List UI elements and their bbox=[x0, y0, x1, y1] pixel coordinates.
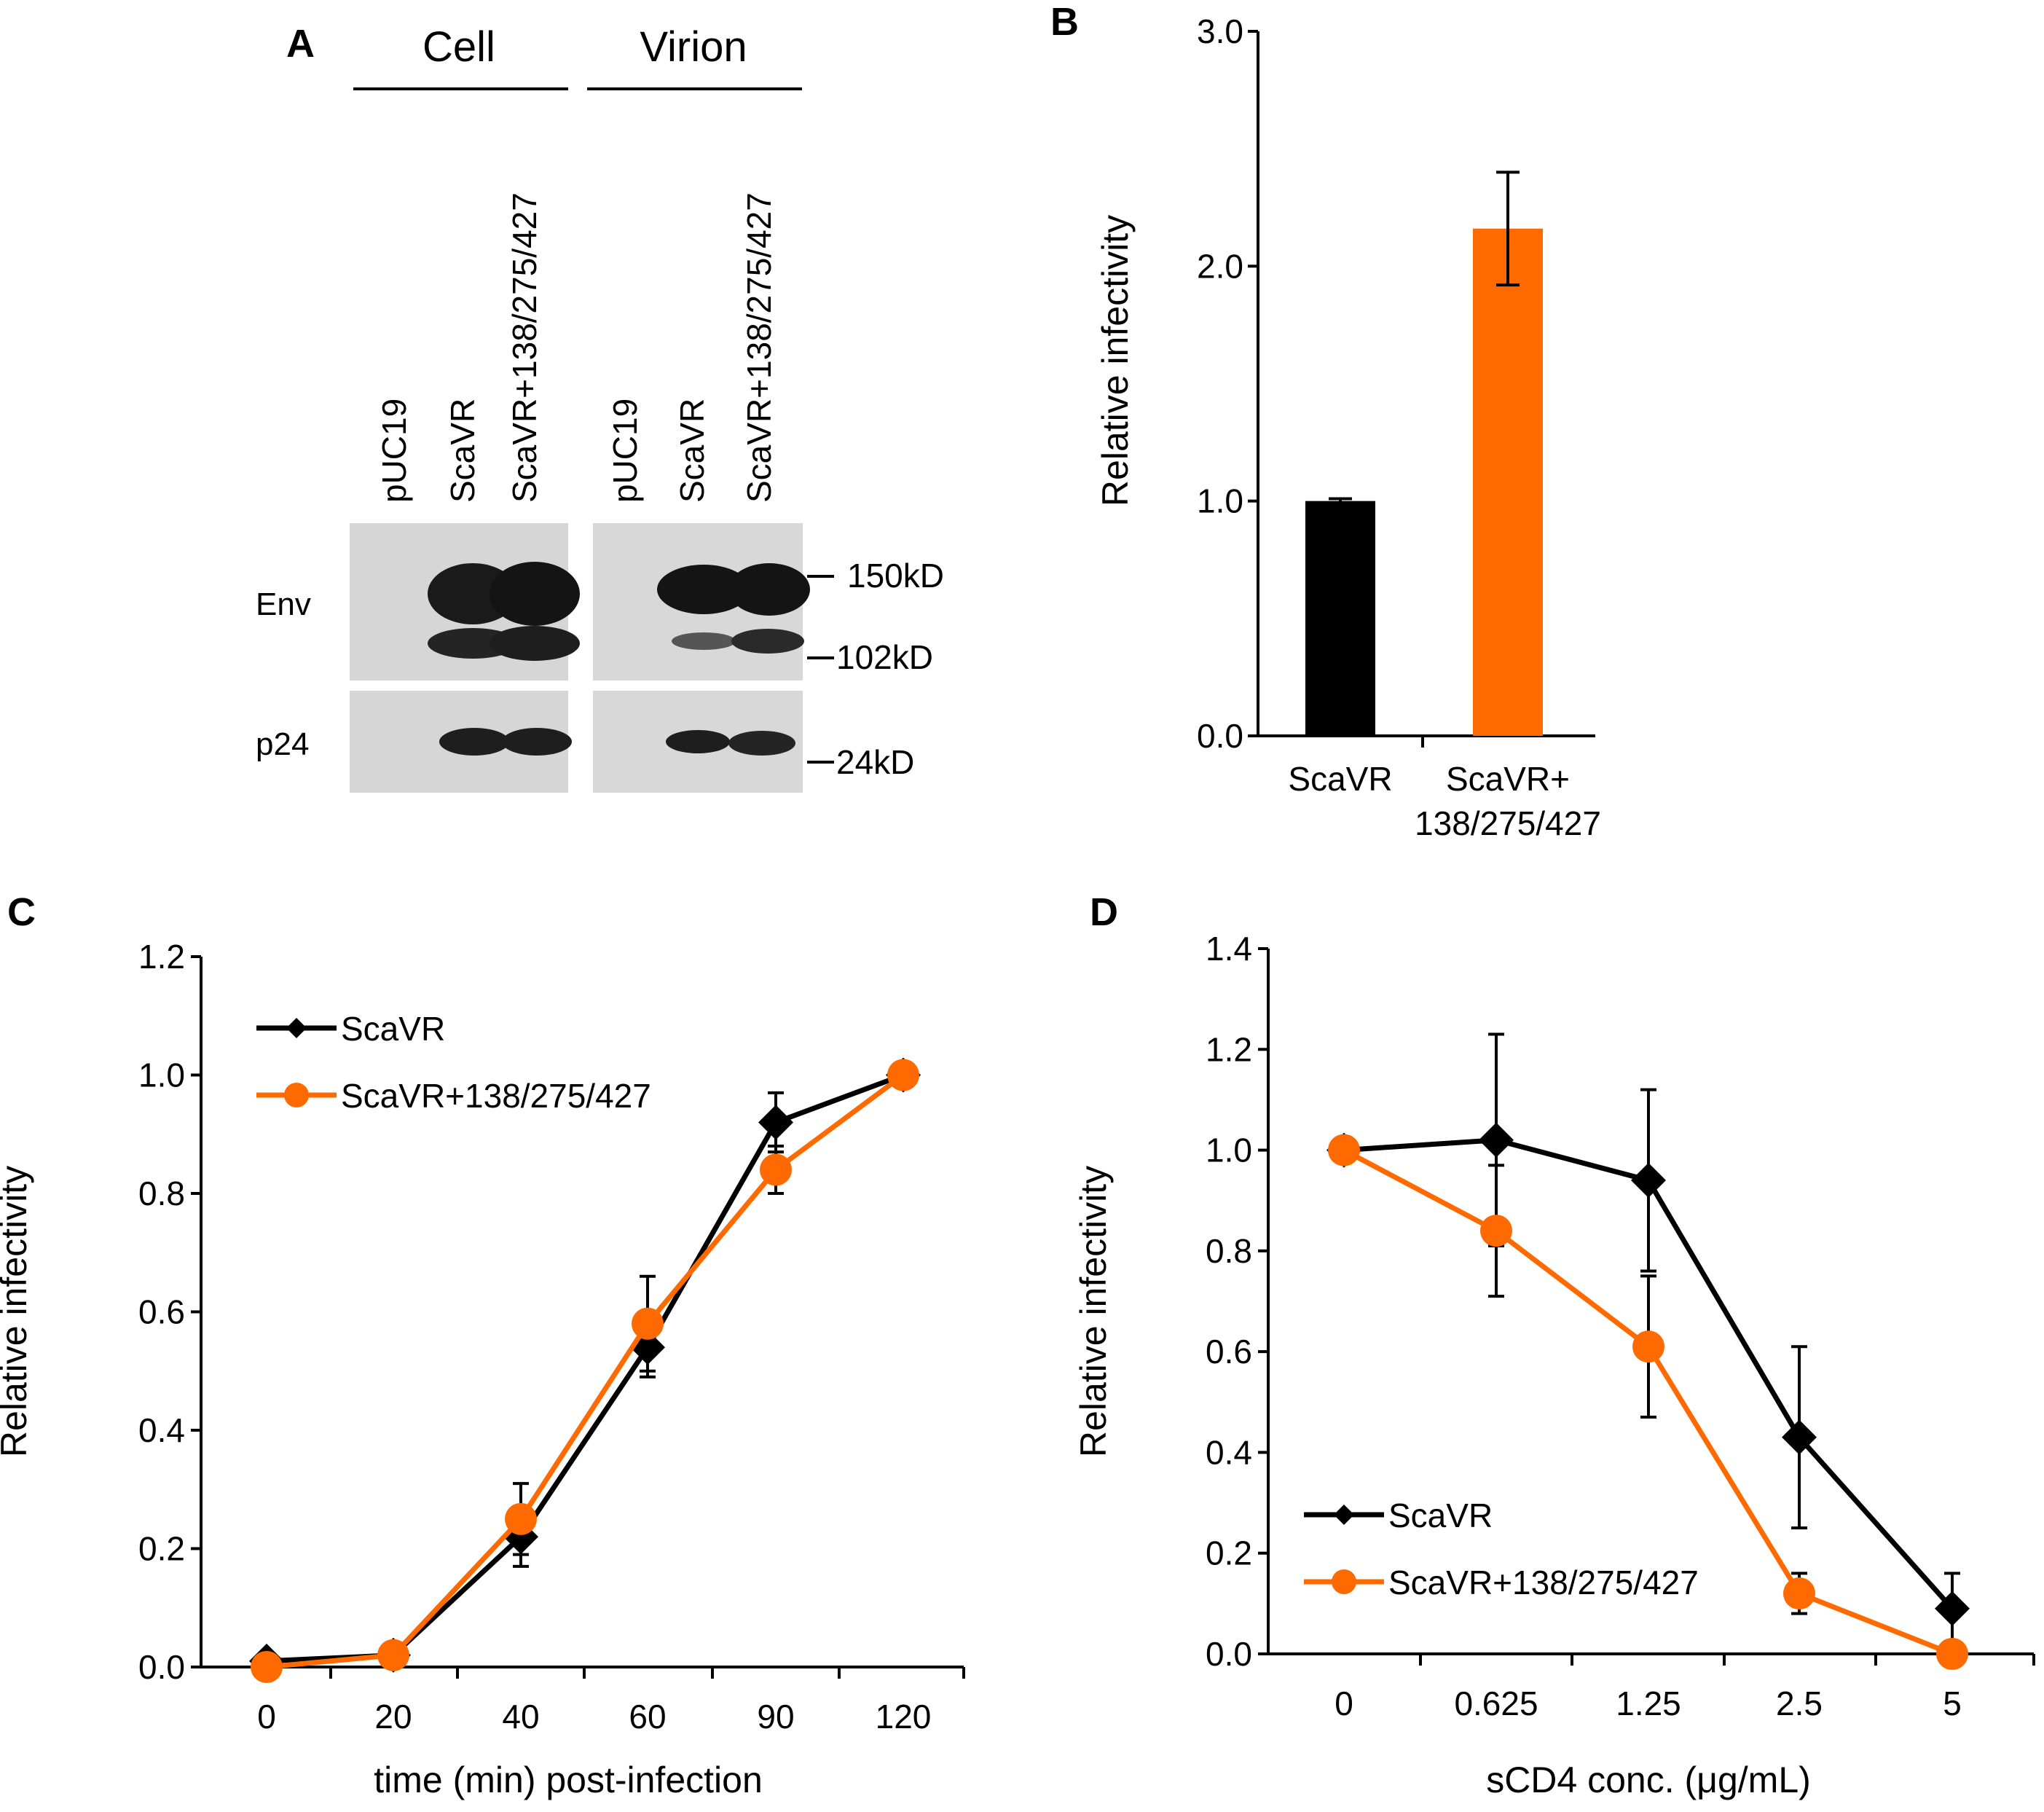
y-tick-label: 0.0 bbox=[138, 1648, 185, 1686]
y-axis-title: Relative infectivity bbox=[0, 1166, 34, 1457]
x-tick-label: 90 bbox=[757, 1698, 794, 1735]
y-tick-label: 0.8 bbox=[1206, 1232, 1252, 1270]
x-tick-label: 20 bbox=[374, 1698, 412, 1735]
y-tick-label: 0.4 bbox=[138, 1411, 185, 1449]
y-tick-label: 0.6 bbox=[138, 1293, 185, 1331]
y-tick-label: 0.2 bbox=[138, 1530, 185, 1568]
y-tick-label: 1.2 bbox=[1206, 1030, 1252, 1068]
legend-marker bbox=[286, 1018, 307, 1038]
panel-a-western-blot: A Cell Virion pUC19 ScaVR ScaVR+138/275/… bbox=[256, 22, 944, 793]
x-tick-label: 5 bbox=[1943, 1684, 1962, 1722]
lane-label-scavr-cell: ScaVR bbox=[444, 399, 481, 503]
blot-p24-cell bbox=[350, 691, 572, 793]
x-tick-label: 0 bbox=[257, 1698, 276, 1735]
data-point-mutant bbox=[1480, 1215, 1512, 1247]
blot-p24-virion bbox=[593, 691, 803, 793]
x-axis-title: time (min) post-infection bbox=[374, 1760, 763, 1800]
y-tick-label: 3.0 bbox=[1197, 12, 1243, 50]
y-axis-title: Relative infectivity bbox=[1073, 1166, 1114, 1457]
y-tick-label: 1.4 bbox=[1206, 930, 1252, 968]
legend-marker bbox=[1332, 1569, 1356, 1594]
error-bar bbox=[1496, 170, 1520, 287]
lane-label-mutant-virion: ScaVR+138/275/427 bbox=[740, 192, 778, 503]
data-point-scavr bbox=[1631, 1163, 1666, 1199]
svg-text:B: B bbox=[1050, 0, 1079, 44]
marker-label-102: 102kD bbox=[836, 638, 933, 676]
group-header-virion: Virion bbox=[640, 23, 747, 71]
data-point-mutant bbox=[887, 1059, 919, 1091]
legend-label-scavr: ScaVR bbox=[1388, 1497, 1493, 1534]
x-axis-title: sCD4 conc. (μg/mL) bbox=[1486, 1760, 1811, 1800]
y-tick-label: 0.4 bbox=[1206, 1433, 1252, 1471]
y-tick-label: 0.0 bbox=[1206, 1635, 1252, 1673]
data-point-mutant bbox=[377, 1639, 409, 1671]
y-axis-title: Relative infectivity bbox=[1095, 215, 1136, 506]
data-point-mutant bbox=[505, 1502, 537, 1535]
bar-mutant bbox=[1473, 228, 1543, 736]
panel-a-letter: A bbox=[286, 22, 315, 66]
data-point-scavr bbox=[1782, 1419, 1817, 1455]
data-point-mutant bbox=[760, 1153, 792, 1186]
row-label-env: Env bbox=[256, 587, 311, 622]
data-point-mutant bbox=[1936, 1638, 1968, 1670]
blot-env-cell bbox=[350, 523, 580, 681]
row-label-p24: p24 bbox=[256, 726, 309, 762]
panel-c-time-course-chart: C 0.0 0.2 0.4 0.6 0.8 1.0 1.2 0 20 40 60 90 120 time … bbox=[0, 890, 965, 1800]
svg-text:C: C bbox=[7, 890, 36, 934]
series-line-mutant bbox=[266, 1072, 905, 1670]
legend-label-scavr: ScaVR bbox=[341, 1010, 445, 1048]
data-point-mutant bbox=[1328, 1134, 1360, 1166]
y-tick-label: 0.6 bbox=[1206, 1333, 1252, 1370]
lane-label-mutant-cell: ScaVR+138/275/427 bbox=[506, 192, 543, 503]
legend-label-mutant: ScaVR+138/275/427 bbox=[1388, 1564, 1699, 1601]
y-tick-label: 1.0 bbox=[1206, 1131, 1252, 1169]
y-tick-label: 0.2 bbox=[1206, 1534, 1252, 1572]
lane-label-puc19-virion: pUC19 bbox=[606, 399, 644, 503]
svg-text:D: D bbox=[1090, 890, 1118, 934]
legend-label-mutant: ScaVR+138/275/427 bbox=[341, 1077, 651, 1115]
data-point-scavr bbox=[1479, 1122, 1514, 1158]
series-line-scavr bbox=[266, 1072, 905, 1664]
x-tick-label: 60 bbox=[629, 1698, 666, 1735]
data-point-scavr bbox=[1935, 1591, 1970, 1626]
marker-label-150: 150kD bbox=[847, 557, 944, 595]
data-point-mutant bbox=[1783, 1577, 1815, 1610]
legend-marker bbox=[284, 1083, 309, 1107]
data-point-mutant bbox=[632, 1307, 664, 1340]
marker-label-24: 24kD bbox=[836, 743, 914, 781]
x-tick-label: 0 bbox=[1335, 1684, 1353, 1722]
y-tick-label: 2.0 bbox=[1197, 247, 1243, 285]
x-tick-label: ScaVR+ bbox=[1446, 760, 1570, 798]
group-header-cell: Cell bbox=[422, 23, 495, 71]
error-bar bbox=[1329, 497, 1352, 505]
bar-scavr bbox=[1305, 501, 1375, 736]
x-tick-label: 138/275/427 bbox=[1415, 804, 1601, 842]
data-point-mutant bbox=[1632, 1330, 1664, 1363]
panel-d-scd4-chart: D 0.0 0.2 0.4 0.6 0.8 1.0 1.2 1.4 0 0.625 1.25 2.5 5… bbox=[1073, 890, 2035, 1800]
y-tick-label: 1.2 bbox=[138, 938, 185, 976]
x-tick-label: ScaVR bbox=[1288, 760, 1392, 798]
panel-b-bar-chart: B 0.0 1.0 2.0 3.0 ScaVR ScaVR+ 138/275/427 Rela… bbox=[1050, 0, 1601, 842]
blot-env-virion bbox=[593, 523, 810, 681]
x-tick-label: 40 bbox=[502, 1698, 539, 1735]
y-tick-label: 1.0 bbox=[1197, 482, 1243, 520]
y-tick-label: 0.0 bbox=[1197, 717, 1243, 755]
y-tick-label: 1.0 bbox=[138, 1056, 185, 1094]
legend-marker bbox=[1334, 1505, 1354, 1525]
lane-label-puc19-cell: pUC19 bbox=[375, 399, 413, 503]
lane-label-scavr-virion: ScaVR bbox=[673, 399, 711, 503]
x-tick-label: 2.5 bbox=[1776, 1684, 1823, 1722]
data-point-mutant bbox=[251, 1651, 283, 1683]
x-tick-label: 1.25 bbox=[1616, 1684, 1681, 1722]
x-tick-label: 0.625 bbox=[1454, 1684, 1538, 1722]
y-tick-label: 0.8 bbox=[138, 1174, 185, 1212]
data-point-scavr bbox=[758, 1105, 793, 1140]
x-tick-label: 120 bbox=[876, 1698, 932, 1735]
